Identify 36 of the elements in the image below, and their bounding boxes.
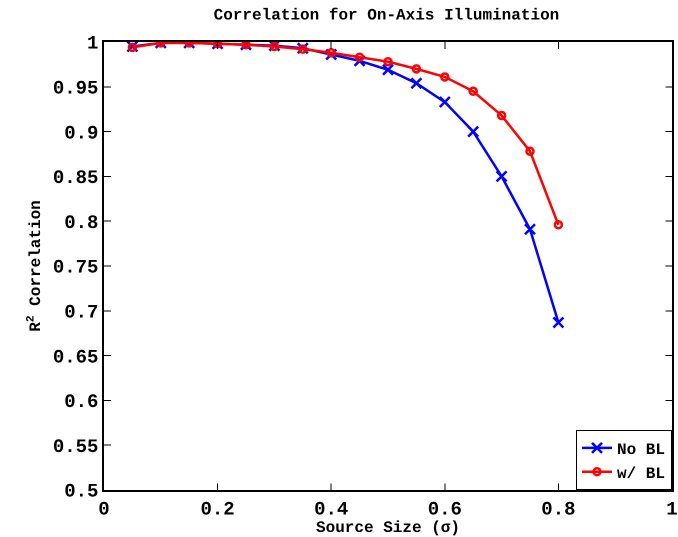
x-tick-label: 0.2 (200, 498, 235, 521)
y-tick-label: 0.8 (64, 212, 98, 234)
legend-label: w/ BL (617, 464, 666, 483)
point (495, 170, 508, 183)
point (438, 96, 452, 108)
y-tick-label: 0.5 (64, 480, 98, 503)
x-tick-label: 0 (98, 498, 110, 521)
point (410, 76, 423, 90)
point (468, 86, 478, 96)
point (383, 56, 393, 66)
point (496, 110, 506, 120)
point (354, 52, 364, 62)
y-tick-label: 0.95 (52, 77, 98, 100)
point (552, 316, 565, 329)
legend-label: No BL (617, 441, 666, 460)
point (466, 125, 480, 138)
point (524, 223, 536, 236)
y-tick-label: 0.9 (64, 122, 98, 144)
point (525, 146, 535, 156)
y-tick-label: 1 (87, 32, 98, 55)
y-tick-label: 0.75 (52, 256, 98, 279)
x-tick-label: 0.4 (314, 498, 348, 521)
point (412, 64, 422, 74)
point (440, 72, 450, 82)
y-tick-label: 0.85 (52, 167, 98, 190)
y-tick-label: 0.65 (52, 346, 98, 368)
point (326, 48, 336, 58)
y-tick-label: 0.55 (52, 436, 98, 458)
y-tick-label: 0.6 (64, 391, 98, 414)
x-axis-title: Source Size (σ) (316, 519, 460, 537)
x-tick-label: 1 (666, 498, 678, 521)
x-tick-label: 0.8 (541, 498, 576, 521)
chart-title: Correlation for On-Axis Illumination (214, 6, 560, 24)
point (554, 220, 564, 230)
y-tick-label: 0.7 (64, 301, 98, 324)
x-tick-label: 0.6 (428, 498, 462, 521)
